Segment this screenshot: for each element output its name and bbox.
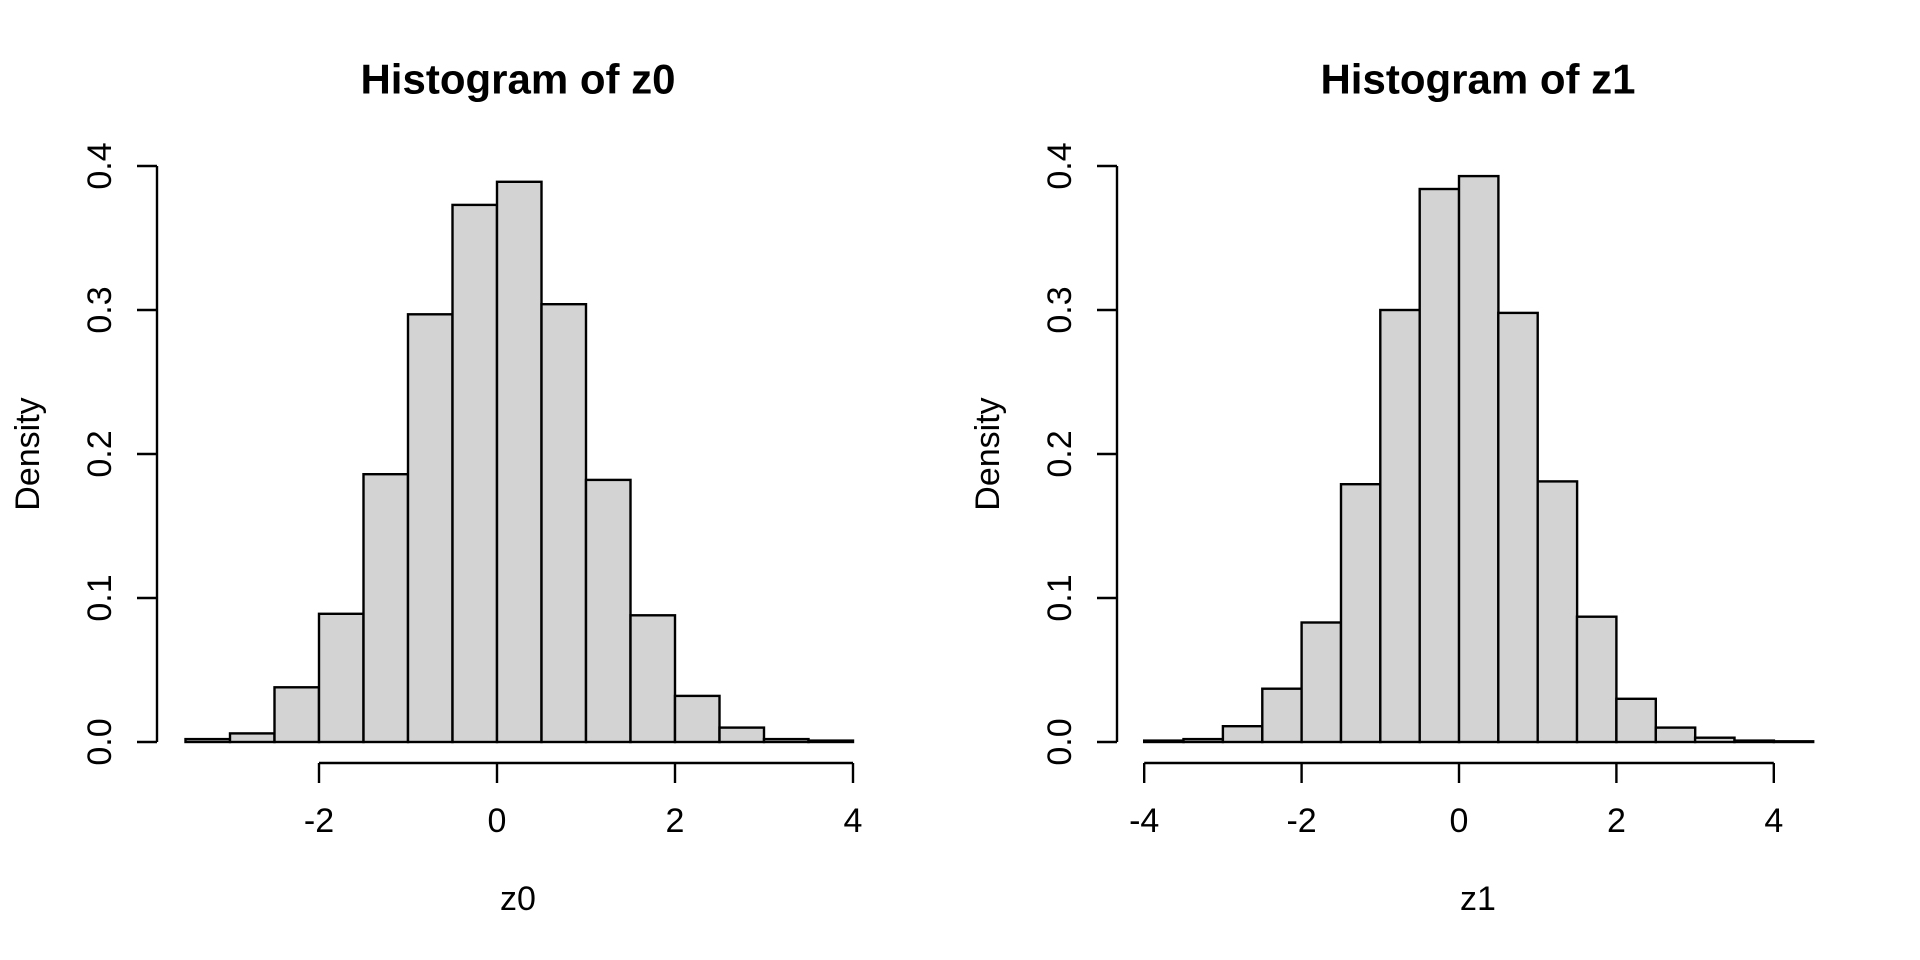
- histogram-bar: [762, 737, 810, 744]
- histogram-bar: [362, 473, 410, 744]
- histogram-bar: [807, 739, 855, 744]
- y-tick-label: 0.0: [81, 718, 119, 765]
- histogram-bar: [1182, 737, 1225, 744]
- histogram-bar: [451, 203, 499, 744]
- histogram-bar: [406, 313, 454, 744]
- histogram-bar: [1457, 174, 1500, 744]
- x-tick-label: 2: [1607, 802, 1626, 840]
- y-tick-label: 0.1: [81, 574, 119, 621]
- y-tick-label: 0.4: [1041, 142, 1079, 189]
- histogram-bar: [1615, 697, 1658, 744]
- histogram-bar: [1733, 739, 1776, 744]
- y-tick-label: 0.2: [1041, 430, 1079, 477]
- histogram-bar: [1339, 483, 1382, 744]
- y-tick-label: 0.3: [1041, 286, 1079, 333]
- histogram-bar: [495, 180, 543, 744]
- x-axis-label: z1: [1460, 880, 1496, 918]
- histogram-bar: [718, 726, 766, 744]
- y-tick-label: 0.1: [1041, 574, 1079, 621]
- histogram-bar: [184, 737, 232, 744]
- plot-title: Histogram of z1: [1320, 56, 1635, 103]
- histogram-bar: [540, 303, 588, 744]
- histogram-bar: [1379, 308, 1421, 744]
- histogram-bar: [1142, 739, 1185, 744]
- histogram-bar: [228, 732, 276, 744]
- x-tick-label: 0: [1450, 802, 1469, 840]
- histogram-bar: [1772, 740, 1815, 744]
- x-tick-label: 2: [666, 802, 685, 840]
- histogram-bar: [273, 686, 321, 744]
- x-tick-label: 4: [844, 802, 863, 840]
- x-axis-label: z0: [500, 880, 536, 918]
- plot-title: Histogram of z0: [360, 56, 675, 103]
- histogram-bar: [1536, 480, 1579, 744]
- histogram-bar: [1497, 311, 1539, 744]
- y-tick-label: 0.3: [81, 286, 119, 333]
- y-tick-label: 0.2: [81, 430, 119, 477]
- histogram-bar: [1221, 725, 1264, 744]
- x-tick-label: 4: [1764, 802, 1783, 840]
- histogram-bar: [1693, 736, 1736, 744]
- x-tick-label: -2: [304, 802, 334, 840]
- histogram-panel-z1: -4 -2 0 2 4 0.0 0.1 0.2 0.3 0.4 Histogram of z1 z1 D…: [969, 56, 1815, 918]
- histogram-bar: [1261, 687, 1303, 744]
- histogram-bar: [629, 614, 677, 744]
- histogram-bar: [1418, 187, 1461, 744]
- x-tick-label: 0: [488, 802, 507, 840]
- histogram-panel-z0: -2 0 2 4 0.0 0.1 0.2 0.3 0.4 Histogram of z0 z0 Den…: [9, 56, 862, 919]
- x-tick-label: -2: [1286, 802, 1316, 840]
- y-axis-label: Density: [9, 397, 47, 510]
- histogram-bar: [1654, 726, 1697, 744]
- y-tick-label: 0.0: [1041, 718, 1079, 765]
- histogram-bar: [673, 694, 721, 744]
- histogram-bar: [1575, 615, 1618, 744]
- histogram-bar: [317, 612, 365, 744]
- y-axis-label: Density: [969, 397, 1007, 510]
- y-tick-label: 0.4: [81, 142, 119, 189]
- histogram-bar: [1300, 621, 1343, 744]
- x-tick-label: -4: [1129, 802, 1159, 840]
- histogram-bar: [584, 478, 632, 744]
